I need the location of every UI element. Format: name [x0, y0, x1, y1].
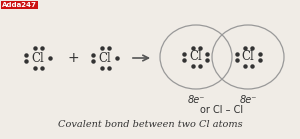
Text: Cl: Cl — [190, 50, 202, 64]
Text: Cl: Cl — [99, 52, 111, 64]
Text: 8e⁻: 8e⁻ — [187, 95, 205, 105]
Text: Cl: Cl — [242, 50, 254, 64]
Text: +: + — [67, 51, 79, 65]
Text: Cl: Cl — [32, 52, 44, 64]
Text: Adda247: Adda247 — [2, 2, 37, 8]
Ellipse shape — [160, 25, 232, 89]
Text: 8e⁻: 8e⁻ — [239, 95, 257, 105]
Text: or Cl – Cl: or Cl – Cl — [200, 105, 244, 115]
Text: Covalent bond between two Cl atoms: Covalent bond between two Cl atoms — [58, 120, 242, 129]
Ellipse shape — [212, 25, 284, 89]
